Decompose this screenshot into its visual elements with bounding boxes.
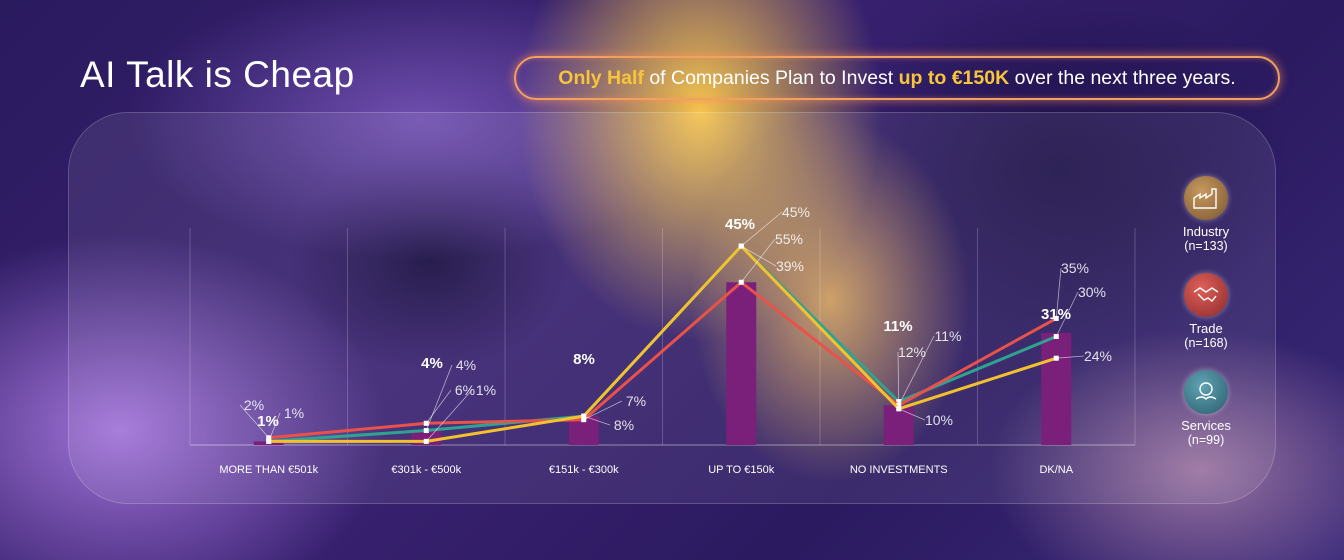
legend-label: Industry xyxy=(1182,224,1230,239)
legend-label: Trade xyxy=(1189,321,1223,336)
x-tick-label: €301k - €500k xyxy=(391,464,461,476)
leader-line xyxy=(1055,291,1079,337)
leader-line xyxy=(268,412,281,442)
series-data-label: 7% xyxy=(626,393,646,409)
leader-line xyxy=(740,211,783,247)
leader-line xyxy=(425,364,453,431)
leader-line xyxy=(1055,267,1062,319)
legend-count: (n=99) xyxy=(1187,433,1225,447)
series-line xyxy=(268,280,1057,440)
series-data-label: 4% xyxy=(456,357,476,373)
legend-item-trade: Trade (n=168) xyxy=(1151,273,1261,351)
series-data-label: 1% xyxy=(284,405,304,421)
x-tick-label: UP TO €150k xyxy=(708,464,775,476)
series-line xyxy=(268,244,1057,443)
x-tick-label: MORE THAN €501k xyxy=(219,464,318,476)
x-tick-label: NO INVESTMENTS xyxy=(850,464,948,476)
handshake-icon xyxy=(1184,273,1228,317)
series-data-label: 1% xyxy=(476,382,496,398)
leader-line xyxy=(897,351,900,402)
series-data-label: 12% xyxy=(898,344,926,360)
leader-line xyxy=(583,415,611,426)
headline-text-1: of Companies Plan to Invest xyxy=(643,66,899,89)
headline-highlight-1: Only Half xyxy=(558,66,644,89)
leader-line xyxy=(740,238,776,283)
bar xyxy=(726,282,757,445)
leader-line xyxy=(583,400,623,421)
bar-data-label: 8% xyxy=(573,351,595,368)
leader-line xyxy=(425,389,452,424)
legend-item-industry: Industry (n=133) xyxy=(1151,176,1261,254)
leader-line xyxy=(425,389,473,442)
x-tick-label: DK/NA xyxy=(1039,464,1073,476)
series-data-label: 55% xyxy=(775,231,803,247)
leader-line xyxy=(239,404,270,439)
series-data-label: 30% xyxy=(1078,284,1106,300)
series-data-label: 35% xyxy=(1061,260,1089,276)
factory-icon xyxy=(1184,176,1228,220)
page-title: AI Talk is Cheap xyxy=(80,54,355,95)
series-data-label: 6% xyxy=(455,382,475,398)
series-data-label: 10% xyxy=(925,412,953,428)
bar-data-label: 31% xyxy=(1041,306,1071,323)
service-hand-icon xyxy=(1184,370,1228,414)
legend-label: Services xyxy=(1181,418,1231,433)
series-data-label: 2% xyxy=(244,397,264,413)
bar-data-label: 11% xyxy=(883,318,912,335)
leader-line xyxy=(898,335,935,406)
series-data-label: 11% xyxy=(935,328,962,344)
series-data-label: 8% xyxy=(614,417,634,433)
headline-highlight-2: up to €150K xyxy=(898,66,1010,89)
leader-line xyxy=(1056,355,1085,359)
headline-text-2: over the next three years. xyxy=(1009,66,1236,89)
bar xyxy=(1041,332,1072,445)
bar-data-label: 45% xyxy=(725,216,755,233)
x-tick-label: €151k - €300k xyxy=(549,464,619,476)
series-data-label: 45% xyxy=(782,204,810,220)
series-data-label: 39% xyxy=(776,258,804,274)
legend-count: (n=168) xyxy=(1184,336,1228,350)
bar-data-label: 1% xyxy=(257,413,279,430)
legend-item-services: Services (n=99) xyxy=(1151,370,1261,448)
leader-line xyxy=(898,408,926,421)
bar xyxy=(883,405,914,445)
legend-count: (n=133) xyxy=(1184,239,1228,253)
bar-data-label: 4% xyxy=(421,355,443,372)
headline-banner: Only Half of Companies Plan to Invest up… xyxy=(514,56,1280,100)
series-data-label: 24% xyxy=(1084,348,1112,364)
leader-line xyxy=(741,245,777,267)
